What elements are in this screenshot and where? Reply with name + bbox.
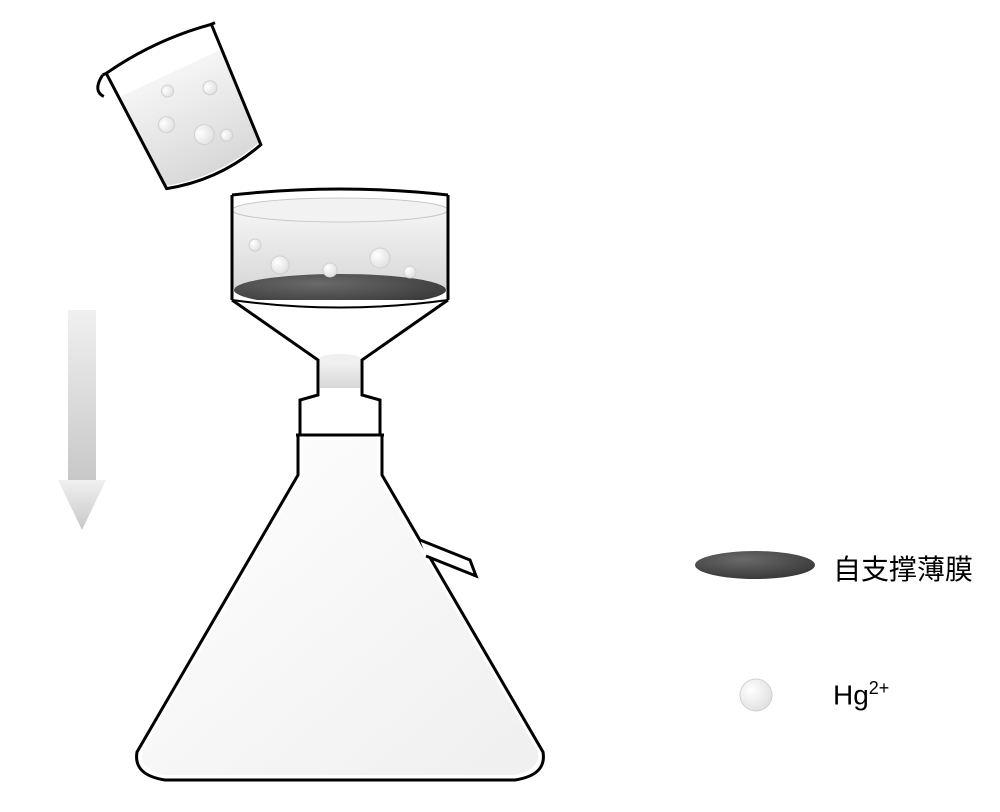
- legend-hg-base: Hg: [833, 679, 869, 710]
- legend-membrane-icon: [695, 551, 815, 579]
- legend-hg-superscript: 2+: [869, 678, 890, 698]
- flow-arrow-icon: [58, 310, 106, 530]
- buchner-funnel-icon: [232, 189, 448, 435]
- legend-hg-label: Hg2+: [833, 678, 889, 711]
- diagram-stage: 自支撑薄膜 Hg2+: [0, 0, 1000, 807]
- legend-membrane-label: 自支撑薄膜: [833, 548, 973, 588]
- legend-hg-icon: [740, 679, 772, 711]
- filter-flask-icon: [137, 435, 544, 780]
- beaker-icon: [91, 18, 273, 204]
